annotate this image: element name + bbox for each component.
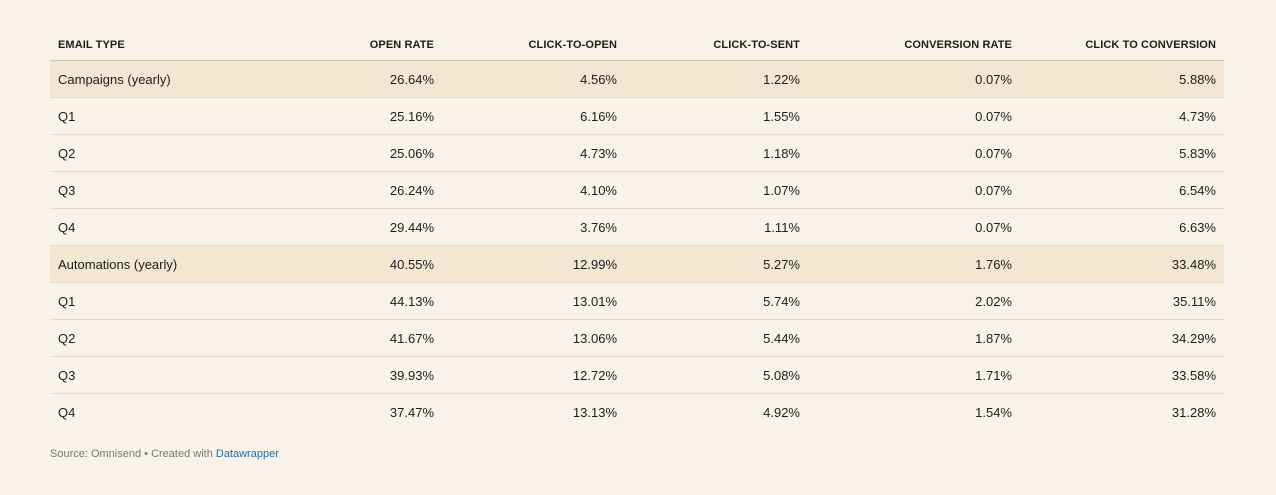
click-to-open-cell: 12.72% <box>442 356 625 394</box>
click-to-conversion-cell: 5.88% <box>1020 60 1224 98</box>
click-to-sent-cell: 4.92% <box>763 404 800 420</box>
table-row: Q3 26.24% 4.10% 1.07% 0.07% 6.54% <box>50 171 1224 209</box>
click-to-sent-cell: 1.07% <box>625 171 808 209</box>
open-rate-cell: 26.24% <box>260 171 442 209</box>
email-type-cell: Q4 <box>58 404 76 420</box>
click-to-open-cell: 4.73% <box>442 134 625 172</box>
table-row: Q4 37.47% 13.13% 4.92% 1.54% 31.28% <box>50 394 1224 431</box>
click-to-sent-cell: 1.18% <box>625 134 808 172</box>
table-body: Campaigns (yearly) 26.64% 4.56% 1.22% 0.07% 5… <box>50 60 1224 431</box>
email-type-cell: Q3 <box>50 171 260 209</box>
open-rate-cell: 39.93% <box>260 356 442 394</box>
conversion-rate-cell: 0.07% <box>808 60 1020 98</box>
data-table-container: EMAIL TYPE OPEN RATE CLICK-TO-OPEN CLICK… <box>50 30 1224 430</box>
click-to-sent-cell: 1.22% <box>625 60 808 98</box>
chart-footer: Source: Omnisend • Created with Datawrap… <box>50 448 279 460</box>
email-type-cell: Q4 <box>50 208 260 246</box>
table-row: Q1 44.13% 13.01% 5.74% 2.02% 35.11% <box>50 282 1224 320</box>
table-row: Q2 25.06% 4.73% 1.18% 0.07% 5.83% <box>50 134 1224 172</box>
click-to-open-cell: 13.13% <box>572 404 617 420</box>
click-to-sent-cell: 5.08% <box>625 356 808 394</box>
click-to-sent-cell: 1.11% <box>625 208 808 246</box>
click-to-sent-cell: 5.74% <box>625 282 808 320</box>
open-rate-cell: 44.13% <box>260 282 442 320</box>
open-rate-cell: 25.16% <box>260 97 442 135</box>
source-credit: Source: Omnisend • Created with <box>50 448 216 460</box>
conversion-rate-cell: 1.71% <box>808 356 1020 394</box>
conversion-rate-cell: 1.87% <box>808 319 1020 357</box>
open-rate-cell: 41.67% <box>260 319 442 357</box>
conversion-rate-cell: 2.02% <box>808 282 1020 320</box>
click-to-conversion-cell: 34.29% <box>1020 319 1224 357</box>
table-row: Q1 25.16% 6.16% 1.55% 0.07% 4.73% <box>50 97 1224 135</box>
email-type-cell: Automations (yearly) <box>50 245 260 283</box>
click-to-conversion-cell: 4.73% <box>1020 97 1224 135</box>
click-to-conversion-cell: 35.11% <box>1020 282 1224 320</box>
email-type-cell: Campaigns (yearly) <box>50 60 260 98</box>
conversion-rate-cell: 1.76% <box>808 245 1020 283</box>
click-to-open-cell: 3.76% <box>442 208 625 246</box>
click-to-open-cell: 4.56% <box>442 60 625 98</box>
click-to-sent-cell: 5.27% <box>625 245 808 283</box>
open-rate-cell: 37.47% <box>389 404 434 420</box>
click-to-conversion-cell: 5.83% <box>1020 134 1224 172</box>
column-header-email-type[interactable]: EMAIL TYPE <box>50 30 260 61</box>
click-to-sent-cell: 1.55% <box>625 97 808 135</box>
conversion-rate-cell: 0.07% <box>808 134 1020 172</box>
email-type-cell: Q2 <box>50 134 260 172</box>
table-header-row: EMAIL TYPE OPEN RATE CLICK-TO-OPEN CLICK… <box>50 30 1224 61</box>
column-header-click-to-open[interactable]: CLICK-TO-OPEN <box>442 30 625 61</box>
conversion-rate-cell: 0.07% <box>808 208 1020 246</box>
click-to-conversion-cell: 6.54% <box>1020 171 1224 209</box>
conversion-rate-cell: 0.07% <box>808 97 1020 135</box>
column-header-click-to-sent[interactable]: CLICK-TO-SENT <box>625 30 808 61</box>
open-rate-cell: 26.64% <box>260 60 442 98</box>
click-to-sent-cell: 5.44% <box>625 319 808 357</box>
click-to-conversion-cell: 31.28% <box>1171 404 1216 420</box>
click-to-conversion-cell: 33.48% <box>1020 245 1224 283</box>
click-to-open-cell: 12.99% <box>442 245 625 283</box>
click-to-open-cell: 4.10% <box>442 171 625 209</box>
column-header-conversion-rate[interactable]: CONVERSION RATE <box>808 30 1020 61</box>
click-to-open-cell: 13.06% <box>442 319 625 357</box>
email-type-cell: Q1 <box>50 97 260 135</box>
table-row: Q4 29.44% 3.76% 1.11% 0.07% 6.63% <box>50 208 1224 246</box>
conversion-rate-cell: 0.07% <box>808 171 1020 209</box>
datawrapper-link[interactable]: Datawrapper <box>215 448 279 460</box>
table-row: Q2 41.67% 13.06% 5.44% 1.87% 34.29% <box>50 319 1224 357</box>
email-type-cell: Q3 <box>50 356 260 394</box>
click-to-conversion-cell: 6.63% <box>1020 208 1224 246</box>
table-row-summary: Automations (yearly) 40.55% 12.99% 5.27% 1.7… <box>50 245 1224 283</box>
open-rate-cell: 40.55% <box>260 245 442 283</box>
click-to-conversion-cell: 33.58% <box>1020 356 1224 394</box>
click-to-open-cell: 13.01% <box>442 282 625 320</box>
email-type-cell: Q1 <box>50 282 260 320</box>
column-header-open-rate[interactable]: OPEN RATE <box>260 30 442 61</box>
data-table: EMAIL TYPE OPEN RATE CLICK-TO-OPEN CLICK… <box>50 30 1224 430</box>
table-row-summary: Campaigns (yearly) 26.64% 4.56% 1.22% 0.07% 5… <box>50 60 1224 98</box>
open-rate-cell: 25.06% <box>260 134 442 172</box>
click-to-open-cell: 6.16% <box>442 97 625 135</box>
conversion-rate-cell: 1.54% <box>975 404 1012 420</box>
email-type-cell: Q2 <box>50 319 260 357</box>
column-header-click-to-conversion[interactable]: CLICK TO CONVERSION <box>1020 30 1224 61</box>
table-row: Q3 39.93% 12.72% 5.08% 1.71% 33.58% <box>50 356 1224 394</box>
open-rate-cell: 29.44% <box>260 208 442 246</box>
